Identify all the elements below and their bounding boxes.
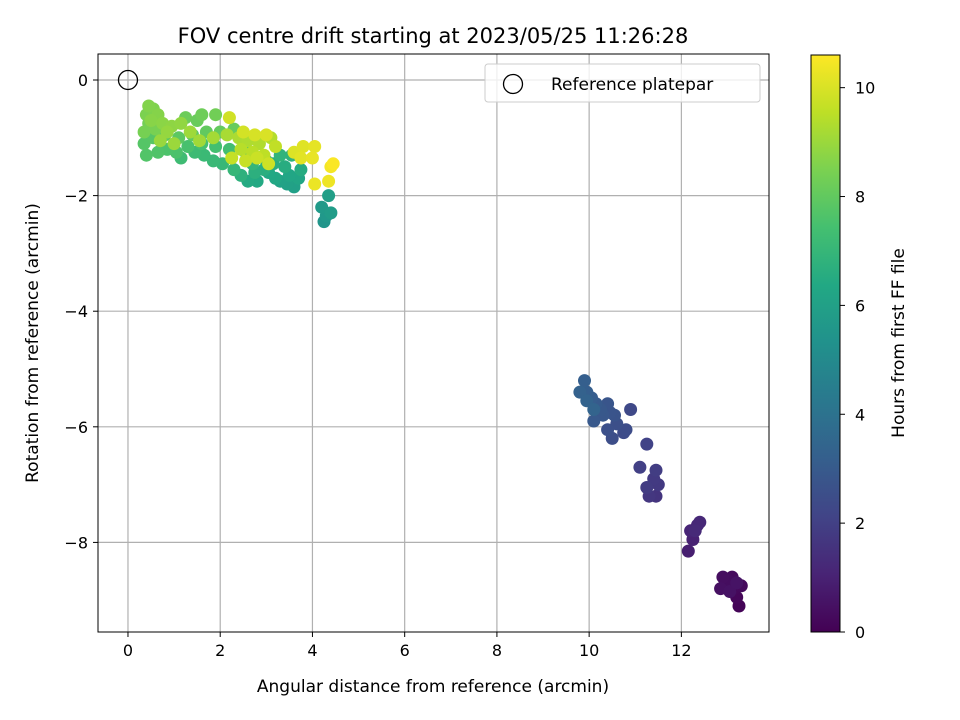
data-point bbox=[322, 174, 336, 188]
colorbar-label: Hours from first FF file bbox=[889, 248, 909, 438]
data-point bbox=[225, 151, 239, 165]
data-point bbox=[248, 128, 262, 142]
data-points bbox=[137, 99, 748, 613]
x-tick-label: 12 bbox=[671, 641, 691, 660]
data-point bbox=[222, 111, 236, 125]
data-point bbox=[183, 125, 197, 139]
data-point bbox=[730, 576, 744, 590]
legend-label: Reference platepar bbox=[551, 75, 713, 95]
x-tick-label: 8 bbox=[492, 641, 502, 660]
y-tick-label: −2 bbox=[64, 187, 88, 206]
data-point bbox=[296, 140, 310, 153]
data-point bbox=[640, 481, 654, 494]
y-tick-label: −6 bbox=[64, 418, 88, 437]
data-point bbox=[624, 403, 638, 416]
data-point bbox=[580, 394, 594, 408]
x-tick-label: 2 bbox=[215, 641, 225, 660]
legend-marker bbox=[502, 73, 524, 95]
data-point bbox=[269, 140, 282, 153]
data-point bbox=[262, 157, 276, 171]
x-tick-label: 6 bbox=[400, 641, 410, 660]
data-point bbox=[326, 157, 340, 171]
data-point bbox=[587, 403, 601, 416]
x-tick-label: 0 bbox=[123, 641, 133, 660]
x-tick-label: 4 bbox=[307, 641, 317, 660]
data-point bbox=[153, 134, 167, 148]
data-point bbox=[688, 524, 702, 538]
data-point bbox=[633, 460, 647, 474]
data-point bbox=[151, 145, 165, 159]
data-point bbox=[193, 134, 206, 148]
x-tick-label: 10 bbox=[579, 641, 599, 660]
data-point bbox=[640, 437, 654, 451]
y-tick-label: −8 bbox=[64, 533, 88, 552]
legend: Reference platepar bbox=[484, 63, 761, 103]
colorbar-ticks: 0 2 4 6 8 10 bbox=[840, 79, 875, 642]
data-point bbox=[139, 148, 153, 162]
colorbar-tick-label: 4 bbox=[855, 405, 865, 424]
data-point bbox=[137, 125, 151, 139]
data-point bbox=[278, 160, 292, 174]
reference-marker bbox=[117, 69, 139, 91]
data-point bbox=[236, 125, 250, 139]
data-point bbox=[294, 151, 308, 165]
data-point bbox=[181, 140, 195, 153]
data-point bbox=[587, 414, 601, 428]
data-point bbox=[259, 128, 273, 142]
colorbar-tick-label: 10 bbox=[855, 79, 875, 98]
data-point bbox=[167, 137, 181, 151]
reference-marker-group bbox=[117, 69, 139, 91]
y-tick-label: 0 bbox=[78, 71, 88, 90]
data-point bbox=[308, 140, 322, 153]
data-point bbox=[573, 385, 587, 399]
colorbar-tick-label: 8 bbox=[855, 188, 865, 207]
y-tick-label: −4 bbox=[64, 302, 88, 321]
data-point bbox=[160, 125, 174, 139]
colorbar-tick-label: 0 bbox=[855, 623, 865, 642]
data-point bbox=[144, 114, 158, 127]
data-point bbox=[239, 154, 253, 168]
data-point bbox=[716, 570, 730, 584]
data-point bbox=[649, 463, 663, 477]
chart-title: FOV centre drift starting at 2023/05/25 … bbox=[178, 24, 689, 48]
x-axis-label: Angular distance from reference (arcmin) bbox=[257, 677, 609, 697]
data-point bbox=[294, 163, 308, 177]
data-point bbox=[601, 423, 615, 437]
data-point bbox=[209, 108, 223, 122]
colorbar-tick-label: 6 bbox=[855, 296, 865, 315]
data-point bbox=[142, 99, 156, 113]
data-point bbox=[305, 151, 319, 165]
data-point bbox=[227, 163, 241, 177]
data-point bbox=[206, 131, 220, 145]
data-point bbox=[174, 116, 188, 130]
data-point bbox=[234, 142, 248, 156]
data-point bbox=[220, 128, 234, 142]
data-point bbox=[250, 151, 264, 165]
x-axis-ticks: 0 2 4 6 8 10 12 bbox=[123, 632, 692, 660]
data-point bbox=[324, 206, 338, 220]
data-point bbox=[195, 108, 209, 122]
colorbar bbox=[810, 54, 841, 633]
data-point bbox=[578, 374, 591, 388]
y-axis-label: Rotation from reference (arcmin) bbox=[23, 203, 43, 483]
data-point bbox=[681, 544, 695, 558]
data-point bbox=[322, 189, 336, 203]
colorbar-tick-label: 2 bbox=[855, 514, 865, 533]
legend-box bbox=[484, 63, 761, 103]
y-axis-ticks: 0 −2 −4 −6 −8 bbox=[64, 71, 98, 552]
data-point bbox=[308, 177, 322, 191]
plot-frame bbox=[97, 53, 770, 633]
